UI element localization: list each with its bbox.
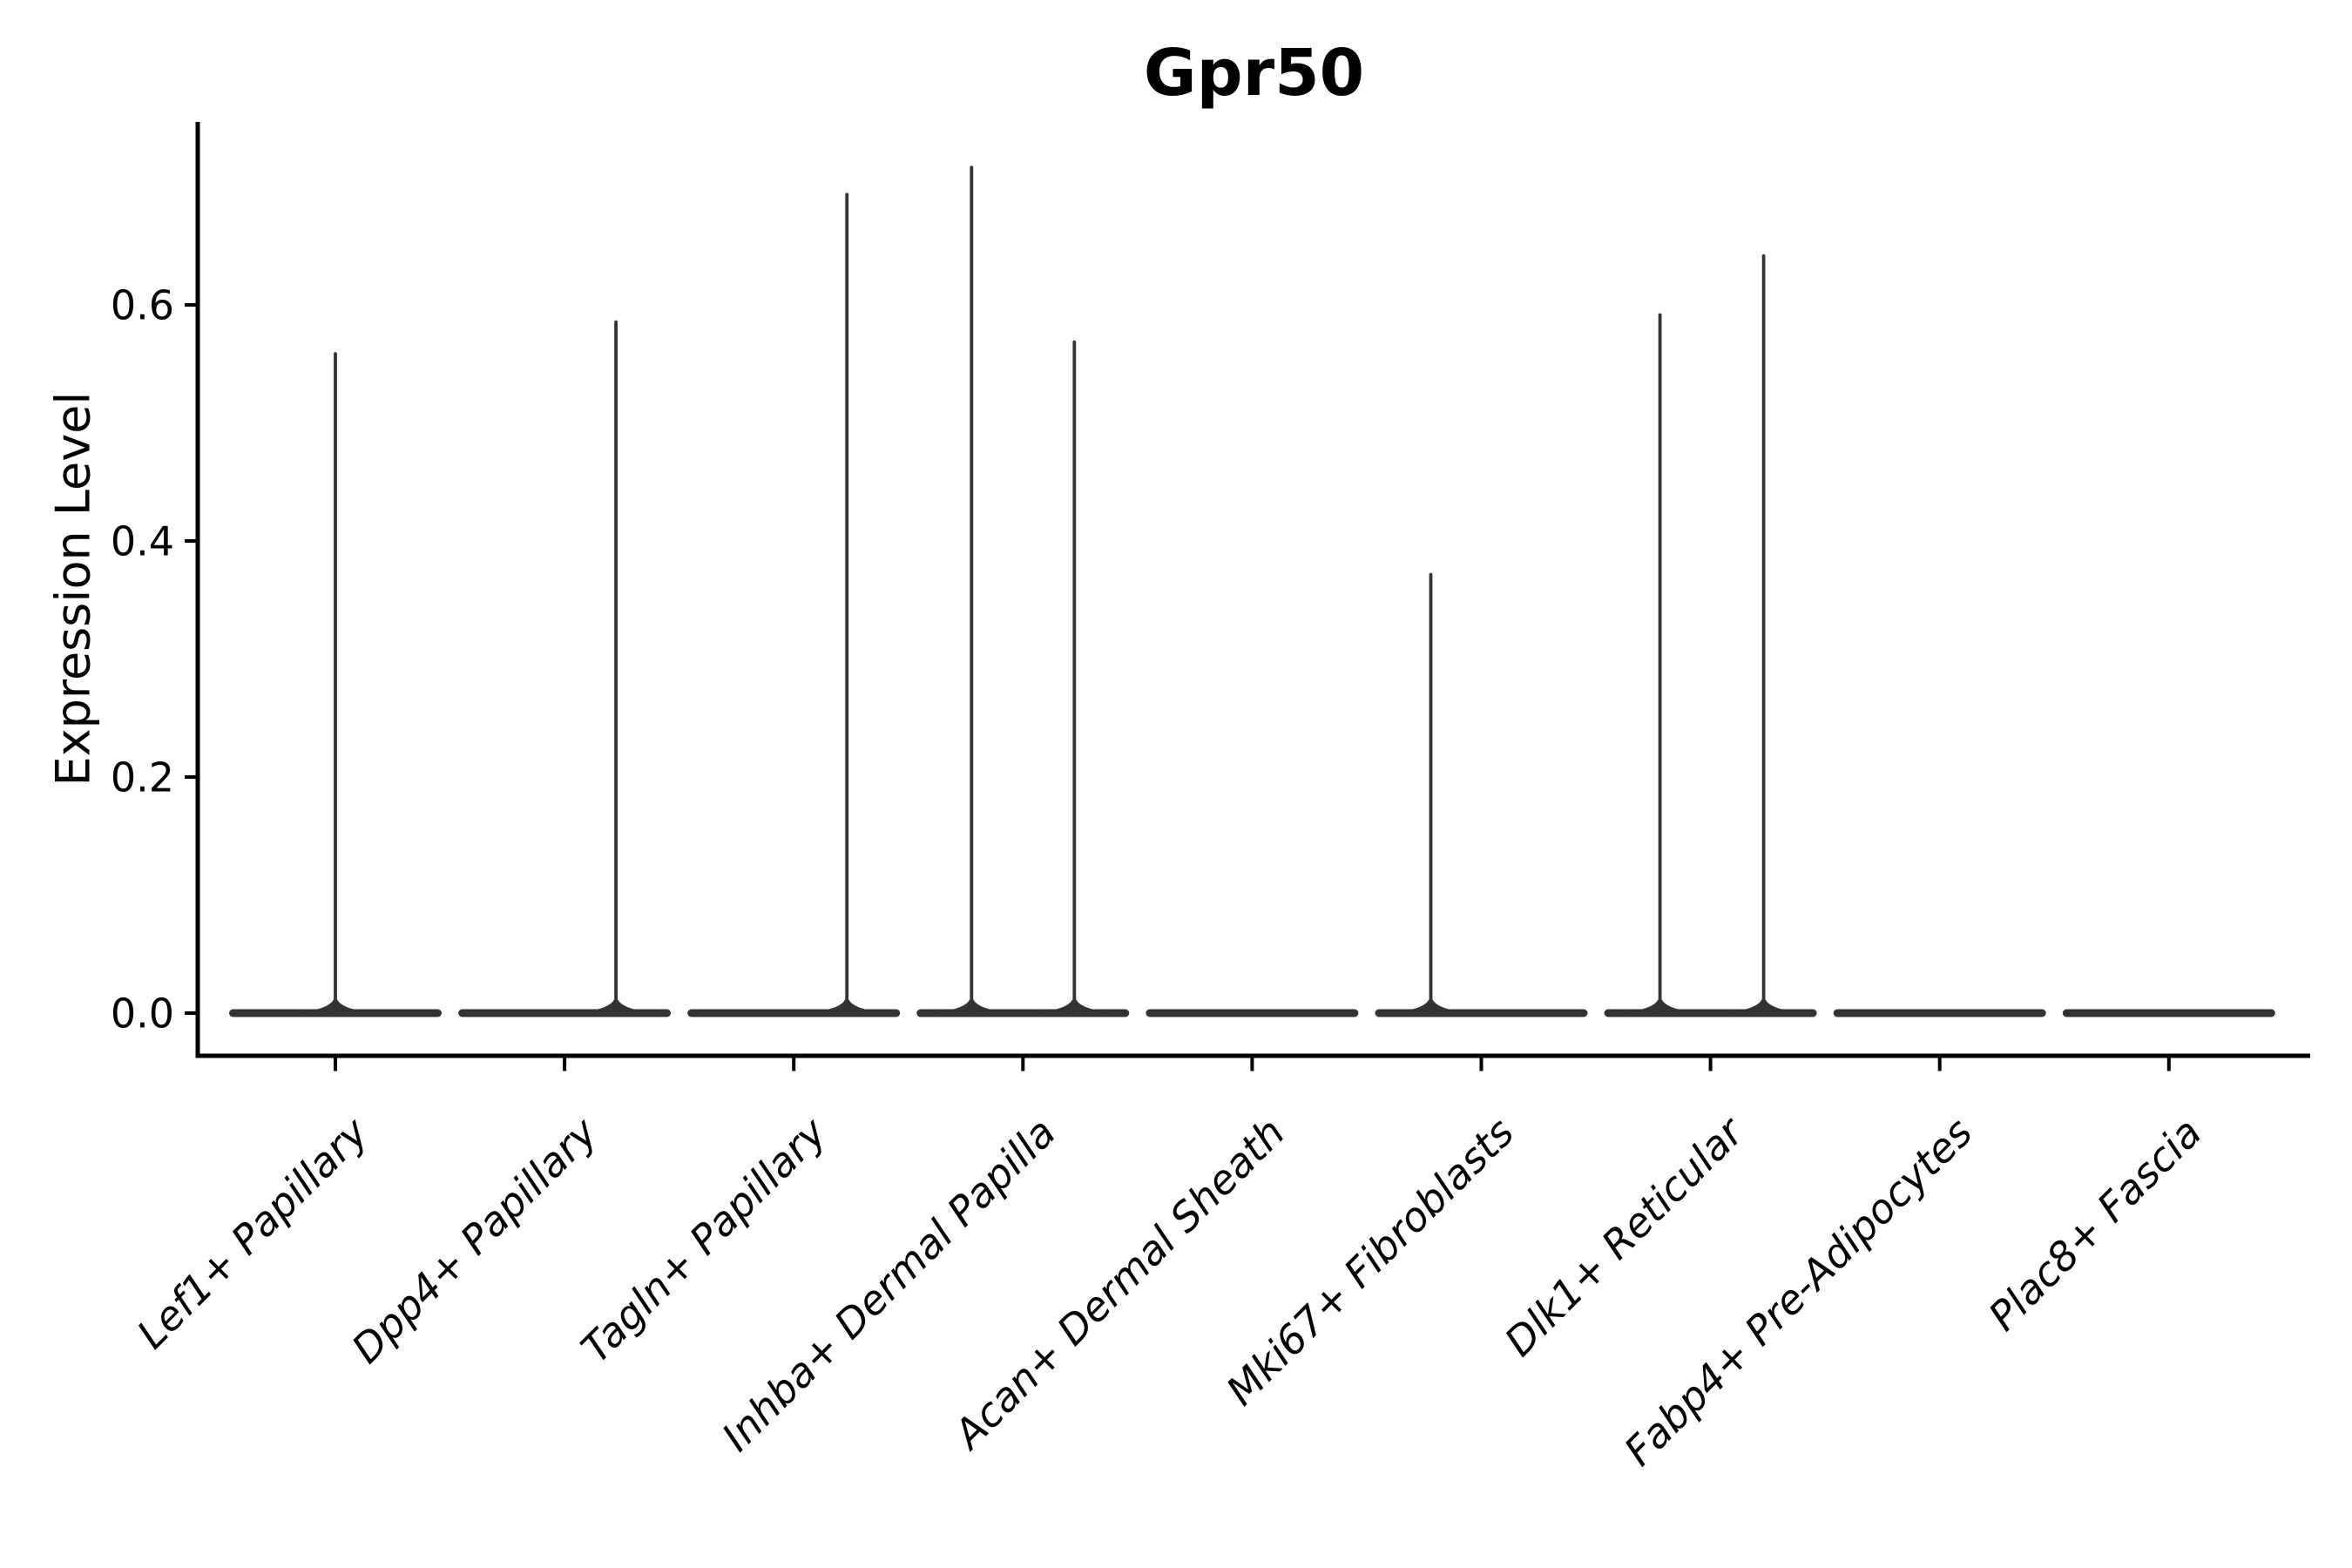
violin-body — [916, 1009, 1130, 1017]
y-tick-label: 0.6 — [111, 282, 174, 329]
violin-body — [2062, 1009, 2275, 1017]
violin-body — [1146, 1009, 1359, 1017]
x-tick-label: Dlk1+ Reticular — [1496, 1106, 1754, 1365]
y-tick-label: 0.2 — [111, 754, 174, 801]
x-tick-label: Tagln+ Papillary — [572, 1108, 836, 1372]
violin-body — [1375, 1009, 1588, 1017]
y-tick-label: 0.0 — [111, 990, 174, 1037]
y-tick-label: 0.4 — [111, 518, 174, 565]
violin-body — [1833, 1009, 2046, 1017]
chart-title: Gpr50 — [1143, 36, 1365, 111]
violin-body — [458, 1009, 672, 1017]
x-tick-label: Plac8+ Fascia — [1979, 1109, 2210, 1340]
x-tick-label: Lef1+ Papillary — [128, 1108, 377, 1357]
x-tick-label: Dpp4+ Papillary — [342, 1108, 606, 1372]
